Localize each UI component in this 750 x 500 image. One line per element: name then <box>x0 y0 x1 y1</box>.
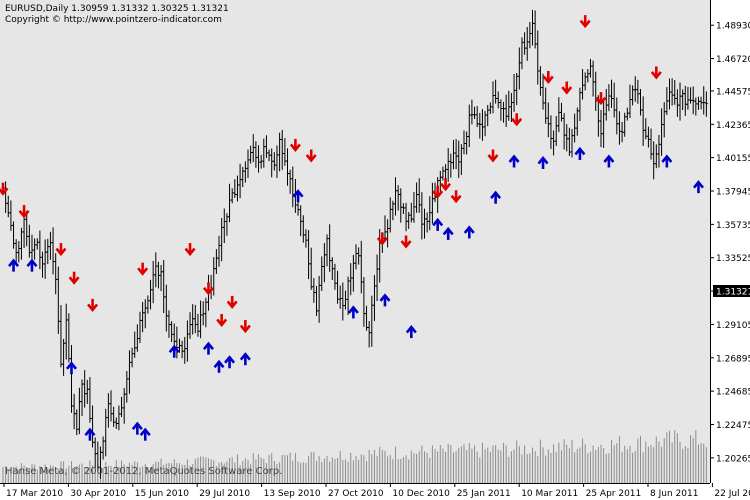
sell-signal-arrow <box>511 113 523 127</box>
price-tick-label: 1.44575 <box>716 87 750 97</box>
buy-signal-arrow <box>537 155 549 170</box>
sell-signal-arrow <box>87 298 99 312</box>
buy-signal-arrow <box>405 325 417 339</box>
time-tick-label: 27 Oct 2010 <box>328 489 384 499</box>
sell-signal-arrow <box>184 243 196 257</box>
buy-signal-arrow <box>490 190 502 204</box>
price-tick-label: 1.29105 <box>716 321 750 331</box>
sell-signal-arrow <box>18 205 30 219</box>
time-tick-label: 13 Sep 2010 <box>264 489 321 499</box>
buy-signal-arrow <box>661 154 673 168</box>
time-tick-label: 25 Apr 2011 <box>586 489 642 499</box>
time-tick-label: 30 Apr 2010 <box>70 489 126 499</box>
sell-signal-arrow <box>68 271 80 285</box>
sell-signal-arrow <box>561 81 573 95</box>
time-tick-label: 8 Jun 2011 <box>650 489 698 499</box>
sell-signal-arrow <box>579 15 591 29</box>
price-tick-label: 1.24685 <box>716 388 750 398</box>
sell-signal-arrow <box>487 149 499 163</box>
sell-signal-arrow <box>55 243 67 257</box>
sell-signal-arrow <box>595 92 607 106</box>
price-tick-label: 1.20265 <box>716 454 750 464</box>
buy-signal-arrow <box>8 258 20 272</box>
buy-signal-arrow <box>139 427 151 441</box>
sell-signal-arrow <box>289 138 301 152</box>
buy-signal-arrow <box>463 225 475 239</box>
price-tick-label: 1.33525 <box>716 254 750 264</box>
time-tick-label: 15 Jun 2010 <box>135 489 189 499</box>
time-tick-label: 22 Jul 2011 <box>714 489 750 499</box>
buy-signal-arrow <box>692 180 704 194</box>
sell-signal-arrow <box>202 282 214 296</box>
buy-signal-arrow <box>65 361 77 375</box>
price-tick-label: 1.42365 <box>716 121 750 131</box>
symbol-info: EURUSD,Daily 1.30959 1.31332 1.30325 1.3… <box>5 4 229 14</box>
sell-signal-arrow <box>432 185 444 199</box>
sell-signal-arrow <box>450 190 462 204</box>
sell-signal-arrow <box>440 178 452 192</box>
buy-signal-arrow <box>574 146 586 160</box>
price-tick-label: 1.22475 <box>716 421 750 431</box>
buy-signal-arrow <box>224 355 236 369</box>
sell-signal-arrow <box>137 262 149 276</box>
price-tick-label: 1.35735 <box>716 221 750 231</box>
buy-signal-arrow <box>432 217 444 231</box>
price-axis-panel <box>710 0 750 500</box>
buy-signal-arrow <box>202 341 214 355</box>
buy-signal-arrow <box>292 189 304 203</box>
indicator-copyright: Copyright © http://www.pointzero-indicat… <box>5 15 222 25</box>
sell-signal-arrow <box>376 232 388 246</box>
buy-signal-arrow <box>442 226 454 240</box>
plot-background <box>0 0 710 483</box>
price-tick-label: 1.48930 <box>716 22 750 32</box>
sell-signal-arrow <box>226 295 238 309</box>
price-tick-label: 1.46720 <box>716 55 750 65</box>
sell-signal-arrow <box>542 70 554 85</box>
price-tick-label: 1.26895 <box>716 354 750 364</box>
buy-signal-arrow <box>603 154 615 168</box>
sell-signal-arrow <box>0 182 9 196</box>
time-tick-label: 29 Jul 2010 <box>199 489 250 499</box>
price-tick-label: 1.37945 <box>716 188 750 198</box>
time-tick-label: 25 Jan 2011 <box>457 489 511 499</box>
sell-signal-arrow <box>650 66 662 80</box>
buy-signal-arrow <box>168 344 180 358</box>
sell-signal-arrow <box>400 235 412 249</box>
price-tick-label: 1.40155 <box>716 154 750 164</box>
platform-copyright: Hanse Meta, © 2001-2012, MetaQuotes Soft… <box>5 466 283 477</box>
sell-signal-arrow <box>305 149 317 163</box>
buy-signal-arrow <box>379 293 391 307</box>
buy-signal-arrow <box>26 258 38 272</box>
buy-signal-arrow <box>508 154 520 168</box>
time-tick-label: 10 Dec 2010 <box>392 489 450 499</box>
buy-signal-arrow <box>131 421 143 435</box>
current-price-label: 1.31321 <box>716 287 750 297</box>
buy-signal-arrow <box>239 352 251 366</box>
buy-signal-arrow <box>213 359 225 373</box>
current-price-badge <box>713 284 750 297</box>
buy-signal-arrow <box>347 305 359 319</box>
buy-signal-arrow <box>84 427 96 441</box>
sell-signal-arrow <box>216 313 228 328</box>
sell-signal-arrow <box>239 320 251 334</box>
time-tick-label: 17 Mar 2010 <box>6 489 63 499</box>
time-tick-label: 10 Mar 2011 <box>521 489 578 499</box>
